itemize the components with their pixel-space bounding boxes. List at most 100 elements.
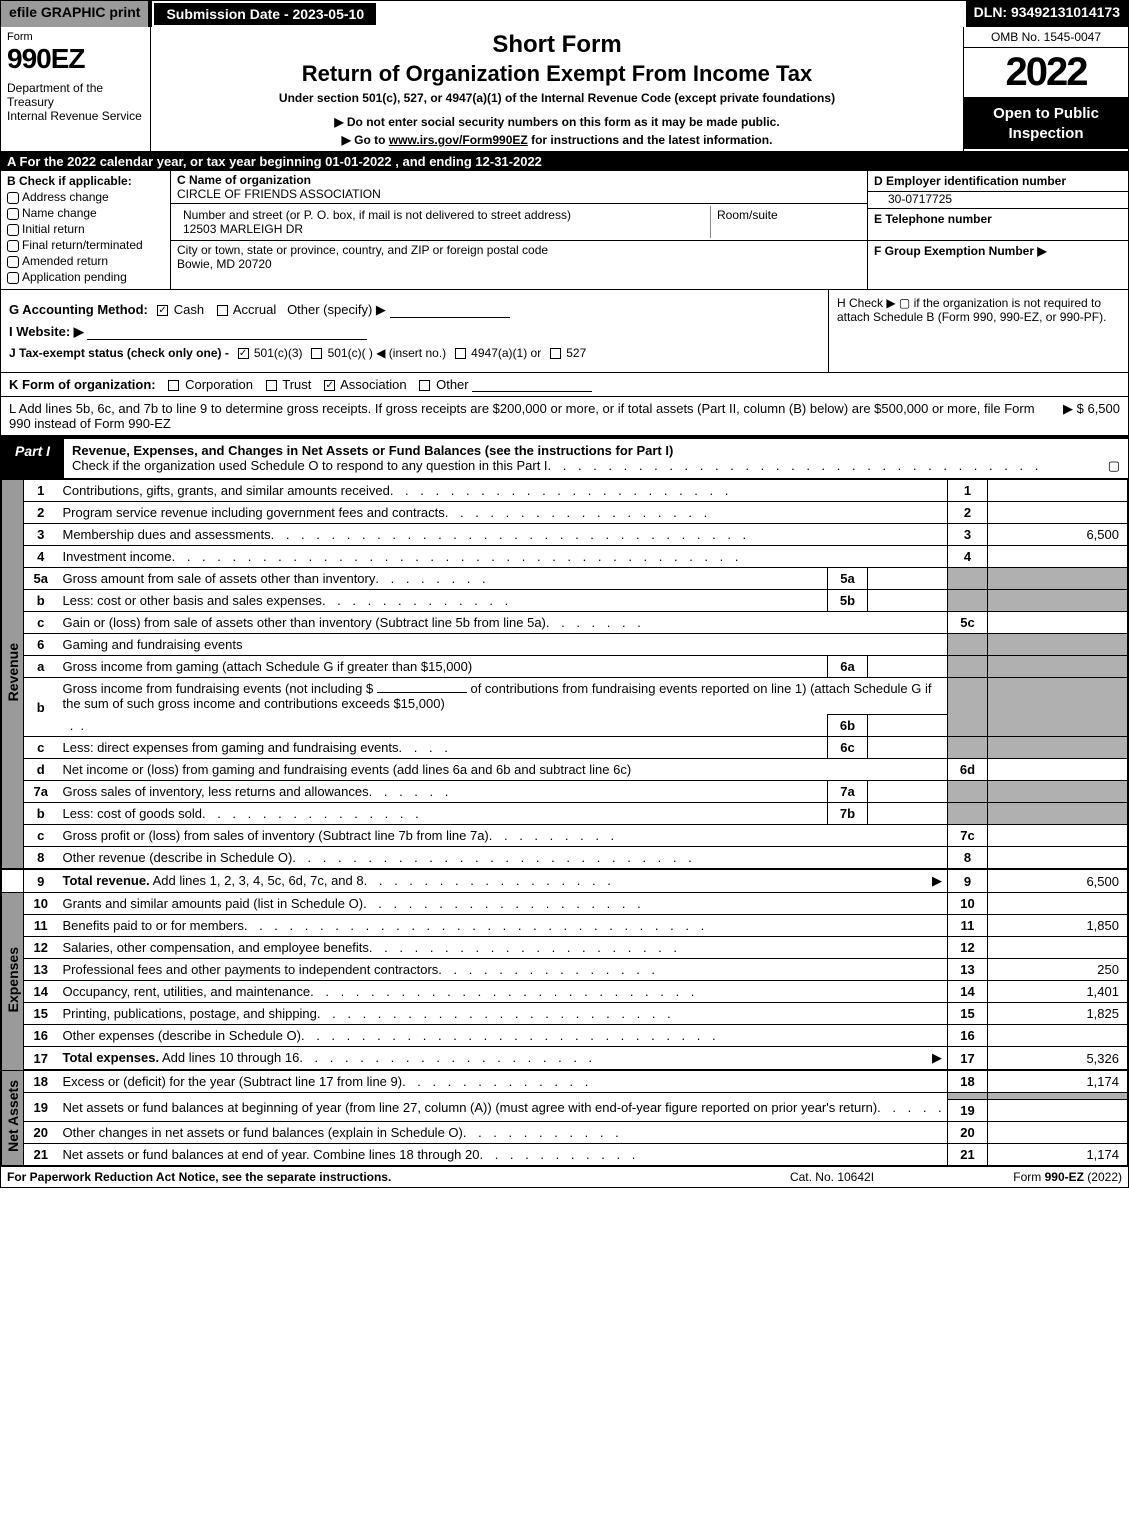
ghij-left: G Accounting Method: Cash Accrual Other … [1,290,828,372]
c-addr-block: Number and street (or P. O. box, if mail… [171,204,867,241]
line-5a-val [868,568,948,590]
line-k: K Form of organization: Corporation Trus… [1,373,1128,397]
ein-value: 30-0717725 [868,192,1128,209]
section-bcdef: B Check if applicable: Address change Na… [1,171,1128,290]
line-6d-desc: Net income or (loss) from gaming and fun… [58,759,948,781]
b-initial-return[interactable]: Initial return [7,222,164,236]
checkbox-icon [7,240,19,252]
submission-date: Submission Date - 2023-05-10 [152,1,378,27]
line-9-val: 6,500 [988,869,1128,893]
line-14-desc: Occupancy, rent, utilities, and maintena… [58,981,948,1003]
line-g: G Accounting Method: Cash Accrual Other … [9,302,820,318]
subtitle-goto: ▶ Go to www.irs.gov/Form990EZ for instru… [159,133,955,147]
part-i-table: Revenue 1 Contributions, gifts, grants, … [1,479,1128,1166]
g-accrual-check[interactable] [217,305,228,316]
line-16-desc: Other expenses (describe in Schedule O).… [58,1025,948,1047]
netassets-side-label: Net Assets [2,1070,24,1166]
line-16-val [988,1025,1128,1047]
footer-left: For Paperwork Reduction Act Notice, see … [7,1170,742,1184]
irs-link[interactable]: www.irs.gov/Form990EZ [389,133,528,147]
k-corp-check[interactable] [168,380,179,391]
website-input[interactable] [87,326,367,340]
line-11-val: 1,850 [988,915,1128,937]
line-7b-val [868,803,948,825]
part-i-heading: Revenue, Expenses, and Changes in Net As… [64,439,1128,478]
form-number: 990EZ [7,43,144,75]
b-address-change[interactable]: Address change [7,190,164,204]
l-text: L Add lines 5b, 6c, and 7b to line 9 to … [9,401,1055,431]
line-9-desc: Total revenue. Add lines 1, 2, 3, 4, 5c,… [58,869,948,893]
part-i-check[interactable]: ▢ [1108,458,1120,474]
header-left: Form 990EZ Department of the Treasury In… [1,27,151,151]
line-l: L Add lines 5b, 6c, and 7b to line 9 to … [1,397,1128,437]
line-1-num: 1 [948,480,988,502]
c-room-hdr: Room/suite [717,208,778,222]
line-14-val: 1,401 [988,981,1128,1003]
g-other-input[interactable] [390,304,510,318]
j-4947-check[interactable] [455,348,466,359]
checkbox-icon [7,224,19,236]
h-text: H Check ▶ ▢ if the organization is not r… [837,296,1106,324]
org-name: CIRCLE OF FRIENDS ASSOCIATION [177,187,381,201]
b-name-change[interactable]: Name change [7,206,164,220]
b-final-return[interactable]: Final return/terminated [7,238,164,252]
part-i-tab: Part I [1,439,64,478]
checkbox-icon [7,208,19,220]
b-header: B Check if applicable: [7,174,164,188]
line-17-val: 5,326 [988,1047,1128,1071]
line-i: I Website: ▶ [9,324,820,340]
tax-year: 2022 [964,48,1128,98]
form-page: efile GRAPHIC print Submission Date - 20… [0,0,1129,1188]
line-21-desc: Net assets or fund balances at end of ye… [58,1144,948,1166]
header-center: Short Form Return of Organization Exempt… [151,27,963,151]
c-name-block: C Name of organization CIRCLE OF FRIENDS… [171,171,867,204]
line-17-desc: Total expenses. Add lines 10 through 16.… [58,1047,948,1071]
j-527-check[interactable] [550,348,561,359]
line-20-val [988,1122,1128,1144]
line-5a-desc: Gross amount from sale of assets other t… [58,568,828,590]
line-3-desc: Membership dues and assessments. . . . .… [58,524,948,546]
line-6c-desc: Less: direct expenses from gaming and fu… [58,737,828,759]
k-other-input[interactable] [472,378,592,392]
line-18-val: 1,174 [988,1070,1128,1093]
form-title: Return of Organization Exempt From Incom… [159,61,955,87]
efile-label: efile GRAPHIC print [1,1,148,27]
line-19-desc: Net assets or fund balances at beginning… [58,1093,948,1122]
form-header: Form 990EZ Department of the Treasury In… [1,27,1128,152]
col-def: D Employer identification number 30-0717… [868,171,1128,289]
line-6a-val [868,656,948,678]
k-other-check[interactable] [419,380,430,391]
short-form-title: Short Form [159,31,955,59]
part-i-header: Part I Revenue, Expenses, and Changes in… [1,437,1128,479]
line-7a-val [868,781,948,803]
line-7c-val [988,825,1128,847]
k-trust-check[interactable] [266,380,277,391]
b-amended-return[interactable]: Amended return [7,254,164,268]
line-12-desc: Salaries, other compensation, and employ… [58,937,948,959]
line-15-desc: Printing, publications, postage, and shi… [58,1003,948,1025]
line-3-val: 6,500 [988,524,1128,546]
j-501c3-check[interactable] [238,348,249,359]
footer-right: Form 990-EZ (2022) [922,1170,1122,1184]
part-i-title: Revenue, Expenses, and Changes in Net As… [72,443,673,458]
c-name-hdr: C Name of organization [177,173,311,187]
topbar: efile GRAPHIC print Submission Date - 20… [1,1,1128,27]
line-1-desc: Contributions, gifts, grants, and simila… [58,480,948,502]
b-application-pending[interactable]: Application pending [7,270,164,284]
header-right: OMB No. 1545-0047 2022 Open to Public In… [963,27,1128,151]
form-label: Form [7,31,144,43]
line-5b-desc: Less: cost or other basis and sales expe… [58,590,828,612]
goto-post: for instructions and the latest informat… [528,133,773,147]
k-assoc-check[interactable] [324,380,335,391]
j-501c-check[interactable] [311,348,322,359]
page-footer: For Paperwork Reduction Act Notice, see … [1,1166,1128,1187]
checkbox-icon [7,192,19,204]
g-cash-check[interactable] [157,305,168,316]
line-2-desc: Program service revenue including govern… [58,502,948,524]
line-6b-val [868,715,948,737]
footer-catno: Cat. No. 10642I [742,1170,922,1184]
line-20-desc: Other changes in net assets or fund bala… [58,1122,948,1144]
c-room: Room/suite [711,206,861,238]
line-21-val: 1,174 [988,1144,1128,1166]
subtitle-ssn: ▶ Do not enter social security numbers o… [159,115,955,129]
